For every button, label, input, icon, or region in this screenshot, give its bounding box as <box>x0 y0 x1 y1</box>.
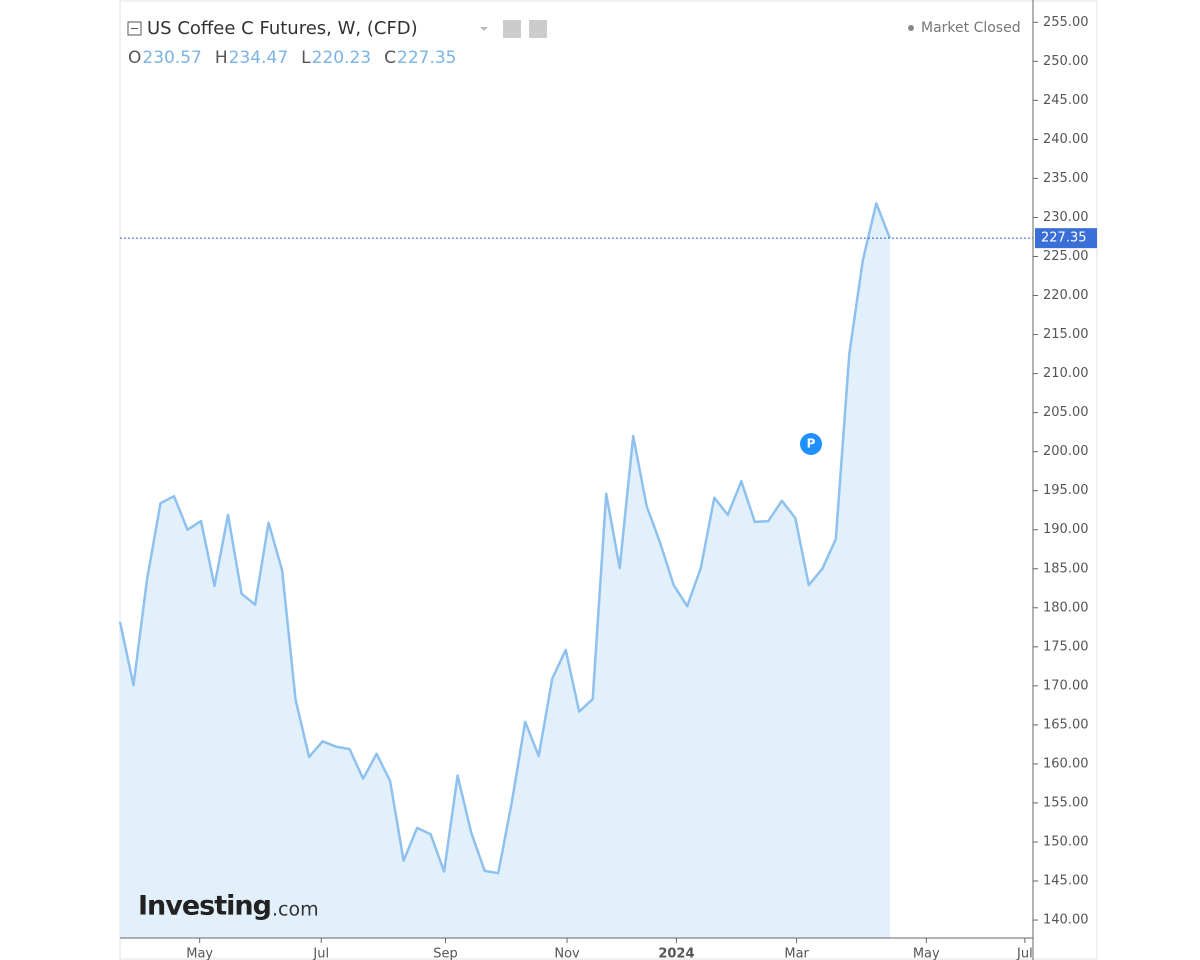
ohlc-label: O <box>128 48 141 68</box>
settings-icon[interactable] <box>529 20 547 38</box>
y-tick-label: 165.00 <box>1043 717 1089 732</box>
y-tick-label: 190.00 <box>1043 522 1089 537</box>
y-tick-label: 255.00 <box>1043 15 1089 30</box>
x-tick-label: 2024 <box>658 947 694 960</box>
y-tick-label: 180.00 <box>1043 600 1089 615</box>
watermark-suffix: .com <box>272 899 319 921</box>
y-tick-label: 185.00 <box>1043 561 1089 576</box>
y-tick-label: 175.00 <box>1043 639 1089 654</box>
event-marker[interactable] <box>800 433 822 455</box>
ohlc-value: 220.23 <box>312 48 371 68</box>
ohlc-label: H <box>215 48 228 68</box>
y-tick-label: 150.00 <box>1043 834 1089 849</box>
last-price-label: 227.35 <box>1041 231 1087 246</box>
status-dot <box>908 25 914 31</box>
y-tick-label: 240.00 <box>1043 132 1089 147</box>
chart-title: US Coffee C Futures, W, (CFD) <box>147 18 418 39</box>
x-tick-label: Mar <box>784 947 809 960</box>
y-tick-label: 145.00 <box>1043 874 1089 889</box>
last-price-tag <box>1035 228 1097 249</box>
x-tick-label: May <box>913 947 940 960</box>
y-tick-label: 220.00 <box>1043 288 1089 303</box>
y-tick-label: 250.00 <box>1043 54 1089 69</box>
y-tick-label: 170.00 <box>1043 678 1089 693</box>
ohlc-value: 234.47 <box>229 48 288 68</box>
price-line <box>118 202 891 875</box>
collapse-icon[interactable] <box>127 21 142 36</box>
y-tick-label: 195.00 <box>1043 483 1089 498</box>
x-tick-label: Nov <box>554 947 580 960</box>
y-tick-label: 210.00 <box>1043 366 1089 381</box>
y-tick-label: 245.00 <box>1043 93 1089 108</box>
y-tick-label: 215.00 <box>1043 327 1089 342</box>
dropdown-icon[interactable] <box>480 27 488 31</box>
x-tick-label: Sep <box>433 947 458 960</box>
market-status: Market Closed <box>921 20 1021 36</box>
ohlc-label: L <box>301 48 311 68</box>
y-tick-label: 225.00 <box>1043 249 1089 264</box>
ohlc-value: 227.35 <box>397 48 456 68</box>
header: US Coffee C Futures, W, (CFD) Market Clo… <box>127 18 1021 39</box>
eye-icon[interactable] <box>503 20 521 38</box>
y-tick-label: 155.00 <box>1043 795 1089 810</box>
y-tick-label: 235.00 <box>1043 171 1089 186</box>
event-marker-label: P <box>807 437 816 451</box>
y-tick-label: 140.00 <box>1043 913 1089 928</box>
x-tick-label: Jul <box>1016 947 1033 960</box>
ohlc-value: 230.57 <box>142 48 201 68</box>
y-tick-label: 230.00 <box>1043 210 1089 225</box>
x-tick-label: Jul <box>312 947 329 960</box>
watermark-brand: Investing <box>138 891 271 922</box>
y-tick-label: 200.00 <box>1043 444 1089 459</box>
y-tick-label: 160.00 <box>1043 756 1089 771</box>
x-tick-label: May <box>186 947 213 960</box>
ohlc-label: C <box>384 48 396 68</box>
y-tick-label: 205.00 <box>1043 405 1089 420</box>
